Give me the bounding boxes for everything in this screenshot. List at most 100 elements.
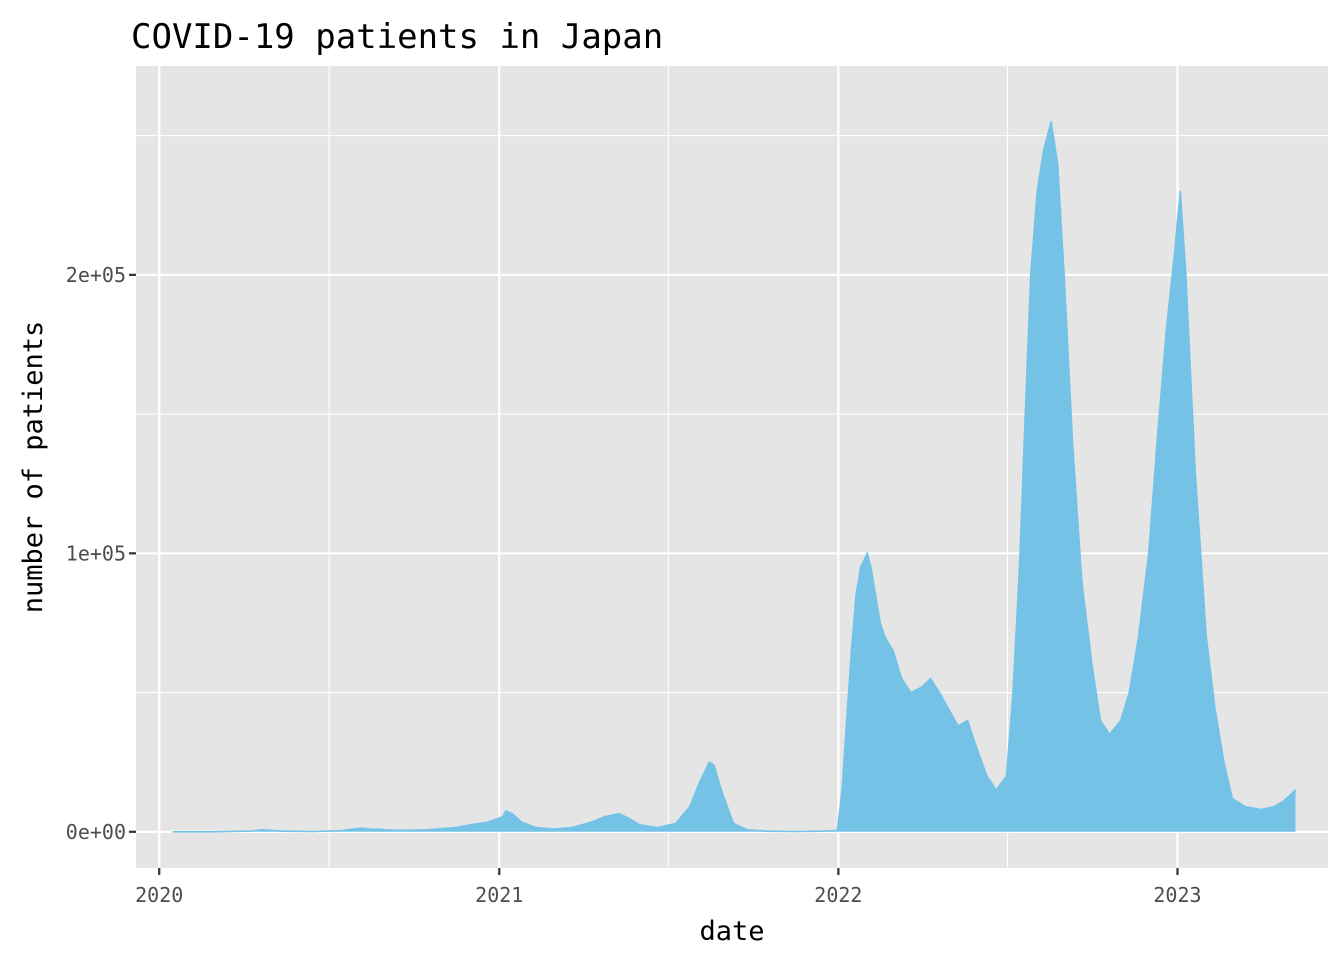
data-point <box>1282 800 1285 802</box>
data-point <box>836 829 839 832</box>
data-point <box>1108 733 1111 736</box>
data-point <box>957 725 959 727</box>
data-point <box>1063 274 1065 276</box>
y-tick-label: 2e+05 <box>66 263 126 287</box>
data-point <box>675 822 677 825</box>
x-tick-label: 2021 <box>475 883 523 907</box>
data-point <box>746 829 749 831</box>
data-point <box>590 821 592 823</box>
data-point <box>879 622 881 624</box>
data-point <box>251 830 253 832</box>
data-point <box>874 594 877 596</box>
axis-ticks <box>129 273 1179 875</box>
data-point <box>929 677 932 680</box>
series-area <box>173 121 1296 832</box>
data-point <box>995 789 998 791</box>
data-point <box>946 705 948 708</box>
data-point <box>699 780 701 783</box>
y-tick-label: 1e+05 <box>66 541 126 565</box>
data-point <box>841 789 843 791</box>
data-point <box>850 650 853 652</box>
data-point <box>360 827 362 829</box>
data-point <box>1099 719 1102 722</box>
data-point <box>859 566 862 569</box>
data-point <box>520 821 523 823</box>
data-point <box>720 789 723 791</box>
data-point <box>398 829 400 832</box>
data-point <box>1147 552 1150 555</box>
data-point <box>638 824 641 826</box>
data-point <box>1029 274 1032 276</box>
data-point <box>172 831 174 833</box>
data-point <box>260 829 263 831</box>
data-point <box>511 812 514 815</box>
data-point <box>1223 761 1225 763</box>
data-point <box>283 830 286 832</box>
data-point <box>426 829 428 831</box>
data-point <box>1042 148 1045 151</box>
data-point <box>713 764 715 766</box>
data-point <box>535 826 538 829</box>
data-point <box>604 815 606 818</box>
data-point <box>688 805 691 808</box>
data-point <box>855 594 857 596</box>
data-point <box>618 812 620 815</box>
data-point <box>921 686 923 688</box>
data-point <box>900 677 903 680</box>
data-point <box>487 821 489 823</box>
y-axis-title: number of patients <box>18 321 49 614</box>
data-point <box>1023 441 1025 443</box>
data-point <box>570 826 573 829</box>
data-point <box>1036 190 1038 193</box>
data-point <box>340 829 343 832</box>
data-point <box>469 824 472 826</box>
data-point <box>1173 260 1175 262</box>
data-point <box>1213 705 1216 708</box>
data-point <box>1071 441 1074 443</box>
data-point <box>1156 441 1158 443</box>
data-point <box>821 830 824 832</box>
y-axis-tick-labels: 0e+00 1e+05 2e+05 <box>66 263 126 844</box>
data-point <box>1137 636 1140 638</box>
data-point <box>1185 274 1187 276</box>
data-point <box>1294 789 1297 791</box>
data-point <box>1194 469 1196 471</box>
data-point <box>732 822 735 825</box>
data-point <box>845 719 848 722</box>
data-point <box>502 815 504 818</box>
data-point <box>884 636 886 638</box>
data-point <box>1273 805 1275 808</box>
data-point <box>1165 329 1168 332</box>
data-point <box>312 830 315 833</box>
x-tick-label: 2020 <box>135 883 183 907</box>
data-point <box>505 810 507 812</box>
data-point <box>708 761 710 763</box>
data-point <box>976 747 978 750</box>
data-point <box>866 552 868 555</box>
chart-title: COVID-19 patients in Japan <box>131 17 663 57</box>
data-point <box>938 691 941 694</box>
x-axis-title: date <box>699 916 764 947</box>
y-tick-label: 0e+00 <box>66 820 126 844</box>
data-point <box>656 826 658 829</box>
data-point <box>1091 663 1093 666</box>
data-point <box>986 775 988 777</box>
data-point <box>1018 566 1021 569</box>
data-point <box>870 566 872 569</box>
data-point <box>627 817 630 819</box>
data-point <box>1128 691 1130 694</box>
data-point <box>1012 691 1014 694</box>
data-point <box>1120 719 1122 722</box>
data-point <box>553 828 555 830</box>
x-tick-label: 2023 <box>1153 883 1201 907</box>
x-axis-tick-labels: 2020 2021 2022 2023 <box>135 883 1201 907</box>
data-point <box>1231 797 1234 800</box>
data-point <box>1205 636 1208 638</box>
data-point <box>214 831 216 833</box>
x-tick-label: 2022 <box>814 883 862 907</box>
data-point <box>910 691 912 694</box>
data-point <box>765 830 767 832</box>
data-point <box>793 830 796 833</box>
data-point <box>1260 808 1262 811</box>
